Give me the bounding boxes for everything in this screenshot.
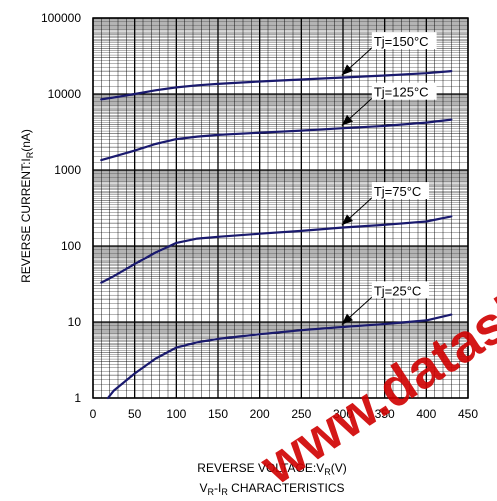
x-tick-label: 0	[90, 407, 97, 421]
y-tick-label: 100	[61, 239, 81, 253]
annotation-arrow-head	[341, 214, 354, 226]
y-tick-label: 10000	[48, 87, 82, 101]
y-tick-label: 100000	[41, 11, 81, 25]
series-line-1	[100, 70, 453, 101]
series-label-2: Tj=125°C	[374, 85, 429, 100]
series-line-2	[100, 118, 453, 162]
series-line-4	[106, 313, 453, 400]
series-label-4: Tj=25°C	[374, 283, 421, 298]
chart-subtitle: VR-IR CHARACTERISTICS	[199, 481, 344, 497]
x-axis-title: REVERSE VOLTAGE:VR(V)	[197, 461, 346, 477]
x-tick-label: 250	[291, 407, 311, 421]
annotation-arrow-head	[341, 313, 354, 325]
annotation-arrow-head	[341, 114, 354, 126]
series-label-3: Tj=75°C	[374, 184, 421, 199]
x-tick-label: 350	[375, 407, 395, 421]
y-tick-label: 1	[74, 391, 81, 405]
series-line-3	[100, 215, 453, 284]
y-tick-label: 1000	[54, 163, 81, 177]
x-tick-label: 150	[208, 407, 228, 421]
series-label-1: Tj=150°C	[374, 34, 429, 49]
x-tick-label: 400	[416, 407, 436, 421]
annotation-arrow-head	[341, 64, 354, 76]
y-axis-title: REVERSE CURRENT:IR(nA)	[19, 129, 35, 283]
annotation-label-background	[371, 182, 430, 200]
plot-frame	[92, 17, 469, 399]
y-tick-labels: 1 10 100 1000 10000 100000	[41, 11, 81, 405]
series-curves	[100, 70, 453, 400]
x-tick-labels: 0 50 100 150 200 250 300 350 400 450	[90, 407, 479, 421]
x-tick-label: 50	[128, 407, 142, 421]
x-tick-label: 100	[166, 407, 186, 421]
x-tick-label: 200	[250, 407, 270, 421]
annotations: Tj=150°C Tj=125°C Tj=75°C Tj=25°C	[341, 32, 437, 325]
annotation-label-background	[371, 32, 437, 50]
x-tick-label: 450	[458, 407, 478, 421]
x-tick-label: 300	[333, 407, 353, 421]
annotation-label-background	[371, 281, 430, 299]
y-tick-label: 10	[68, 315, 82, 329]
annotation-label-background	[371, 82, 437, 100]
